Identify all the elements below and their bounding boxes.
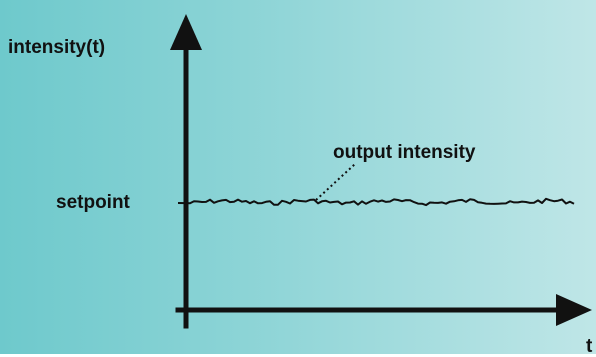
y-axis-arrowhead	[170, 14, 202, 50]
output-intensity-annotation: output intensity	[333, 142, 476, 163]
y-axis-label: intensity(t)	[8, 37, 106, 58]
output-intensity-line	[177, 197, 575, 207]
x-axis-label: t	[586, 336, 593, 357]
x-axis-arrowhead	[556, 294, 592, 326]
setpoint-label: setpoint	[56, 192, 130, 213]
annotation-leader-line	[315, 163, 356, 201]
